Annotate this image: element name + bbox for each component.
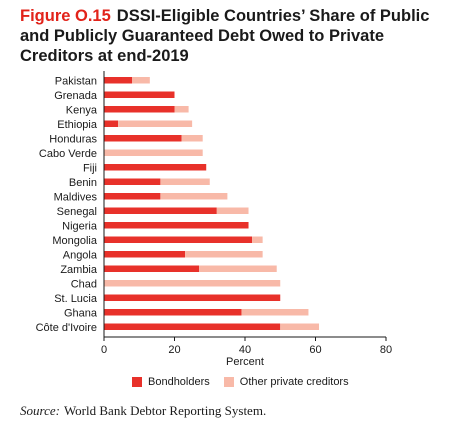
legend-label-bondholders: Bondholders xyxy=(148,376,210,388)
legend-item-bondholders: Bondholders xyxy=(132,376,210,388)
category-label: Nigeria xyxy=(62,220,98,232)
category-label: Cabo Verde xyxy=(39,148,97,160)
category-label: Mongolia xyxy=(52,235,98,247)
x-tick-label: 80 xyxy=(380,344,392,356)
category-label: Côte d'Ivoire xyxy=(36,322,97,334)
legend: Bondholders Other private creditors xyxy=(132,376,363,388)
bar-other-private xyxy=(216,207,249,214)
category-label: Pakistan xyxy=(55,75,97,87)
bar-other-private xyxy=(118,120,193,127)
bar-other-private xyxy=(174,106,189,113)
x-tick-label: 40 xyxy=(239,344,251,356)
legend-swatch-other-private xyxy=(223,377,234,387)
source-text: World Bank Debtor Reporting System. xyxy=(63,403,267,418)
bar-other-private xyxy=(160,178,210,185)
category-label: Ghana xyxy=(64,307,98,319)
category-labels: Pakistan Grenada Kenya Ethiopia Honduras Cabo… xyxy=(36,75,98,334)
bar-bondholders xyxy=(104,265,200,272)
bar-other-private xyxy=(181,135,203,142)
category-label: Benin xyxy=(69,177,97,189)
legend-item-other-private: Other private creditors xyxy=(223,376,349,388)
x-tick-label: 20 xyxy=(168,344,180,356)
bar-other-private xyxy=(160,193,228,200)
bar-bondholders xyxy=(104,207,217,214)
bars xyxy=(104,77,320,330)
figure-title: DSSI-Eligible Countries’ Share of Public… xyxy=(20,7,430,65)
figure-label: Figure O.15 xyxy=(20,7,111,25)
bar-bondholders xyxy=(104,164,207,171)
legend-label-other-private: Other private creditors xyxy=(239,376,349,388)
category-label: Kenya xyxy=(66,104,98,116)
bar-other-private xyxy=(104,149,203,156)
source-note: Source: World Bank Debtor Reporting Syste… xyxy=(20,403,266,419)
bar-other-private xyxy=(280,323,320,330)
bar-other-private xyxy=(185,251,263,258)
bar-bondholders xyxy=(104,120,119,127)
bar-bondholders xyxy=(104,193,161,200)
category-label: Honduras xyxy=(49,133,97,145)
bar-other-private xyxy=(199,265,277,272)
category-label: Maldives xyxy=(54,191,98,203)
category-label: Chad xyxy=(71,278,97,290)
legend-swatch-bondholders xyxy=(132,377,142,387)
x-tick-label: 0 xyxy=(101,344,107,356)
bar-bondholders xyxy=(104,309,242,316)
x-axis: 0 20 40 60 80 xyxy=(101,71,392,356)
chart-title: Figure O.15 DSSI-Eligible Countries’ Shar… xyxy=(20,6,460,66)
bar-bondholders xyxy=(104,323,281,330)
bar-bondholders xyxy=(104,294,281,301)
category-label: Senegal xyxy=(57,206,97,218)
source-label: Source: xyxy=(20,403,60,418)
bar-other-private xyxy=(241,309,309,316)
bar-bondholders xyxy=(104,222,249,229)
category-label: Angola xyxy=(63,249,98,261)
bar-other-private xyxy=(252,236,263,243)
category-label: Grenada xyxy=(54,90,98,102)
category-label: St. Lucia xyxy=(54,293,98,305)
bar-bondholders xyxy=(104,236,253,243)
bar-bondholders xyxy=(104,77,133,84)
bar-bondholders xyxy=(104,91,175,98)
bar-bondholders xyxy=(104,178,161,185)
bar-bondholders xyxy=(104,106,175,113)
bar-bondholders xyxy=(104,251,186,258)
bar-bondholders xyxy=(104,135,182,142)
category-label: Fiji xyxy=(83,162,97,174)
category-label: Zambia xyxy=(60,264,98,276)
x-axis-title: Percent xyxy=(226,356,264,368)
bar-other-private xyxy=(132,77,150,84)
category-label: Ethiopia xyxy=(57,119,98,131)
bar-other-private xyxy=(104,280,281,287)
x-tick-label: 60 xyxy=(309,344,321,356)
